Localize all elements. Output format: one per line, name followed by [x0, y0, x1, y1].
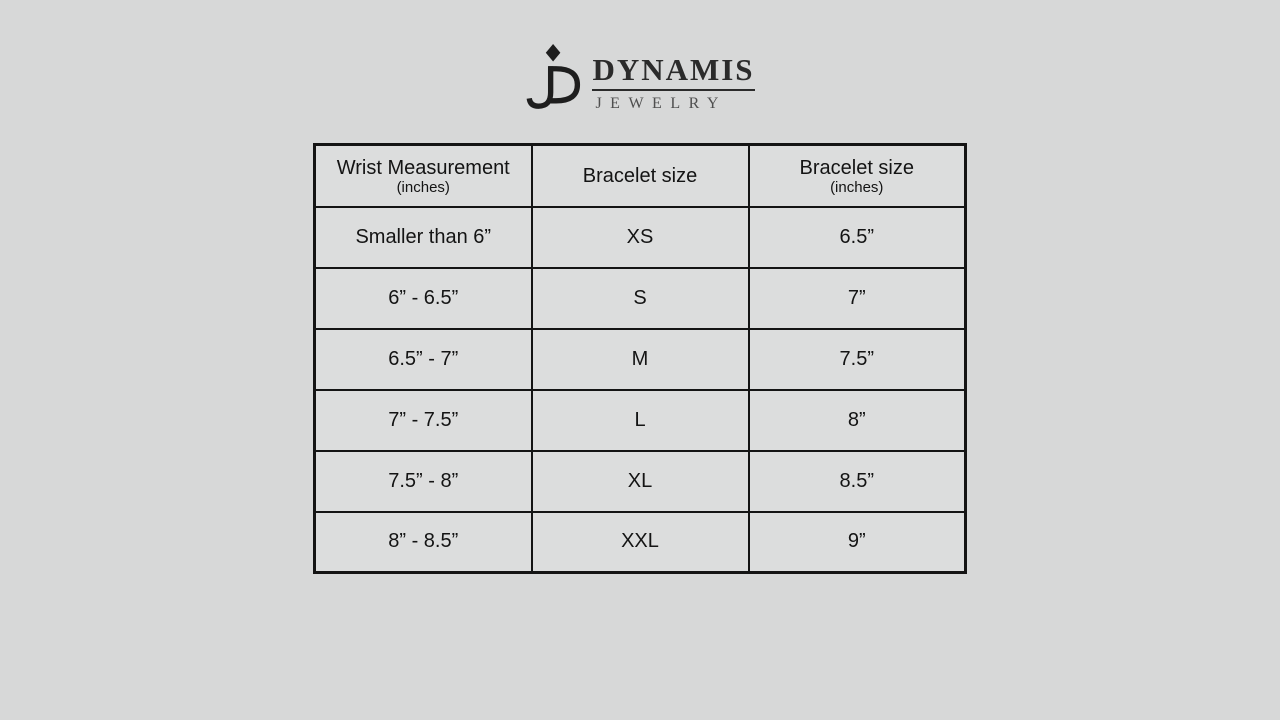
column-title: Bracelet size: [799, 156, 915, 179]
bracelet-size-table: Wrist Measurement (inches) Bracelet size…: [313, 143, 967, 574]
table-cell: 7”: [747, 266, 967, 330]
table-row: 8” - 8.5” XXL 9”: [313, 510, 967, 574]
table-cell: 8” - 8.5”: [313, 510, 533, 574]
table-cell: 7.5” - 8”: [313, 449, 533, 513]
table-row: 7.5” - 8” XL 8.5”: [313, 449, 967, 513]
table-row: 6” - 6.5” S 7”: [313, 266, 967, 330]
column-header-bracelet-size: Bracelet size: [530, 143, 750, 208]
table-cell: M: [530, 327, 750, 391]
table-cell: 8”: [747, 388, 967, 452]
table-row: 7” - 7.5” L 8”: [313, 388, 967, 452]
column-header-bracelet-size-inches: Bracelet size (inches): [747, 143, 967, 208]
table-cell: 7.5”: [747, 327, 967, 391]
table-row: 6.5” - 7” M 7.5”: [313, 327, 967, 391]
table-cell: 8.5”: [747, 449, 967, 513]
brand-text: DYNAMIS JEWELRY: [592, 54, 755, 113]
table-cell: XXL: [530, 510, 750, 574]
column-title: Bracelet size: [582, 164, 698, 187]
table-cell: XL: [530, 449, 750, 513]
table-cell: 6.5”: [747, 205, 967, 269]
table-cell: 6” - 6.5”: [313, 266, 533, 330]
table-header: Wrist Measurement (inches) Bracelet size…: [313, 143, 967, 208]
brand-subtitle: JEWELRY: [595, 95, 727, 112]
table-cell: 9”: [747, 510, 967, 574]
brand-logo: DYNAMIS JEWELRY: [0, 43, 1280, 113]
brand-name: DYNAMIS: [592, 54, 755, 91]
table-cell: S: [530, 266, 750, 330]
table-cell: XS: [530, 205, 750, 269]
column-subtitle: (inches): [830, 178, 884, 196]
table-cell: 6.5” - 7”: [313, 327, 533, 391]
table-cell: 7” - 7.5”: [313, 388, 533, 452]
column-header-wrist-measurement: Wrist Measurement (inches): [313, 143, 533, 208]
size-table-body: Smaller than 6” XS 6.5” 6” - 6.5” S 7” 6.5” - …: [313, 205, 967, 574]
column-subtitle: (inches): [396, 178, 450, 196]
column-title: Wrist Measurement: [336, 156, 510, 179]
table-header-row: Wrist Measurement (inches) Bracelet size…: [313, 143, 967, 208]
jd-diamond-monogram-icon: [527, 43, 581, 109]
table-row: Smaller than 6” XS 6.5”: [313, 205, 967, 269]
table-cell: L: [530, 388, 750, 452]
table-cell: Smaller than 6”: [313, 205, 533, 269]
